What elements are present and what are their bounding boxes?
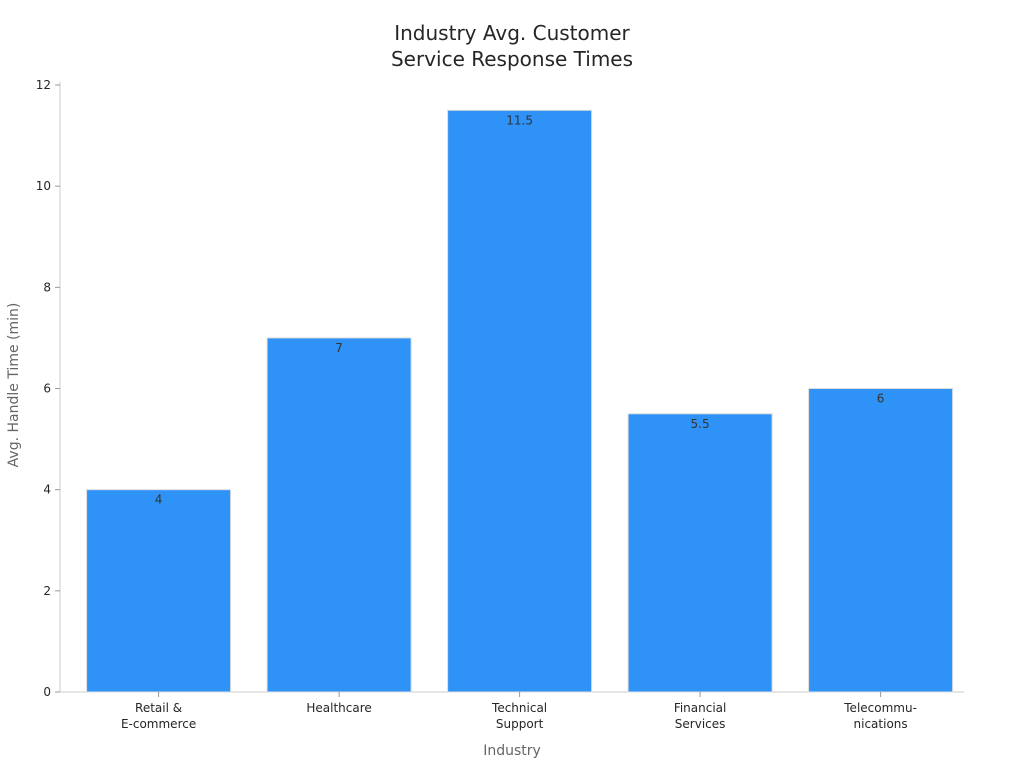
y-tick-label: 0 xyxy=(43,685,51,699)
chart-title-line-1: Industry Avg. Customer xyxy=(394,21,630,45)
x-tick-label: Healthcare xyxy=(306,701,371,715)
y-tick-label: 12 xyxy=(36,78,51,92)
y-axis-title: Avg. Handle Time (min) xyxy=(6,303,22,468)
x-tick-label: Retail & xyxy=(135,701,182,715)
bar-data-label: 6 xyxy=(877,392,885,406)
bar-data-label: 5.5 xyxy=(691,417,710,431)
bar xyxy=(447,109,593,693)
chart-title-line-2: Service Response Times xyxy=(391,47,633,71)
bar-data-label: 7 xyxy=(335,341,343,355)
y-axis-ticks: 0 2 4 6 8 10 12 xyxy=(36,78,60,699)
bar xyxy=(266,337,412,693)
x-tick-label: Support xyxy=(496,717,544,731)
x-tick-label: Financial xyxy=(674,701,727,715)
x-axis-ticks: Retail & E-commerce Healthcare Technical Sup… xyxy=(121,692,917,731)
x-tick-label: nications xyxy=(854,717,908,731)
bar-data-label: 11.5 xyxy=(506,113,533,127)
bar xyxy=(86,489,232,693)
bar-data-label: 4 xyxy=(155,493,163,507)
y-tick-label: 6 xyxy=(43,382,51,396)
x-tick-label: E-commerce xyxy=(121,717,196,731)
x-tick-label: Telecommu- xyxy=(843,701,917,715)
x-tick-label: Technical xyxy=(491,701,547,715)
bar xyxy=(627,413,773,693)
y-tick-label: 8 xyxy=(43,280,51,294)
y-tick-label: 2 xyxy=(43,584,51,598)
x-tick-label: Services xyxy=(675,717,726,731)
x-axis-title: Industry xyxy=(483,743,541,759)
bars-group: 4 7 11.5 5.5 6 xyxy=(86,109,954,693)
y-tick-label: 4 xyxy=(43,483,51,497)
y-tick-label: 10 xyxy=(36,179,51,193)
bar xyxy=(808,388,954,693)
